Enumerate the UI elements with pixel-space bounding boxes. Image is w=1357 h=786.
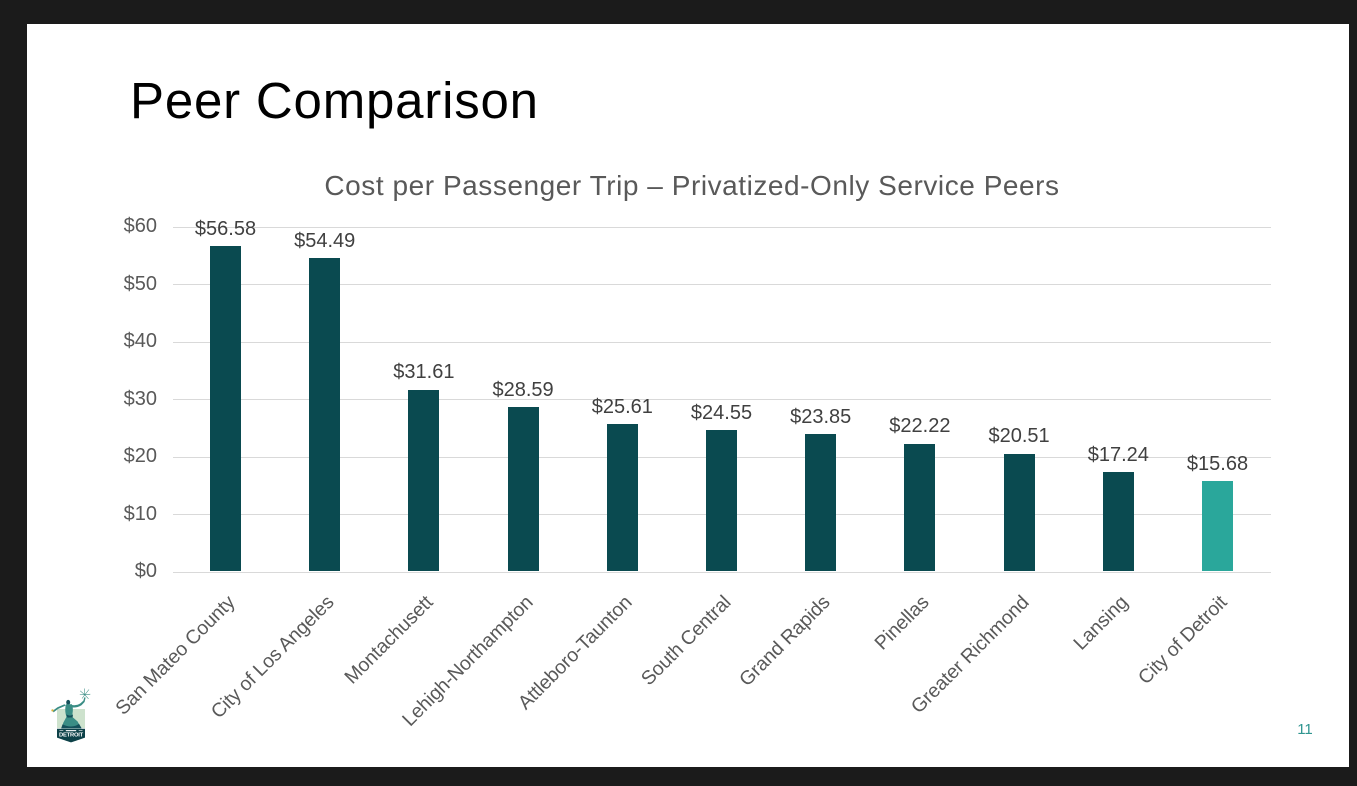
- svg-text:DETROIT: DETROIT: [59, 733, 84, 739]
